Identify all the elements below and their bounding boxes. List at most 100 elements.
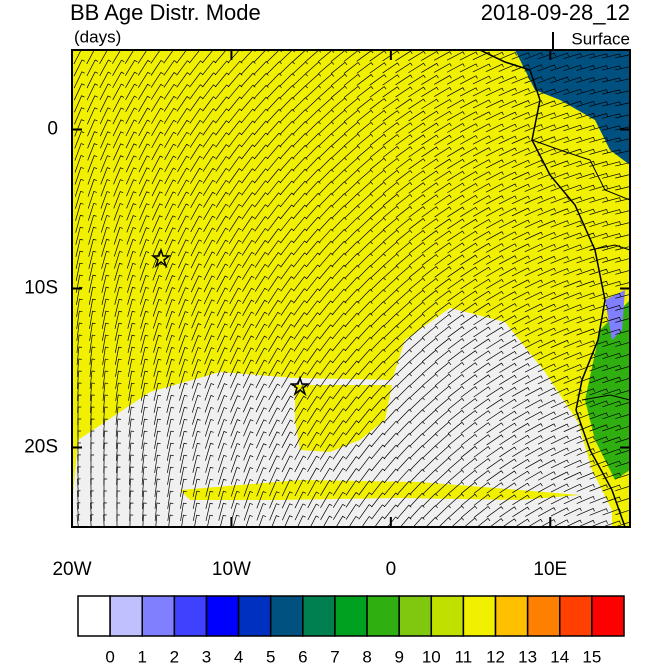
wind-barb [180, 490, 187, 509]
wind-barb [589, 352, 608, 360]
wind-barb [114, 274, 123, 293]
wind-barb [306, 336, 321, 352]
wind-barb [344, 276, 360, 291]
wind-barb [550, 507, 569, 517]
wind-barb [138, 179, 150, 197]
wind-barb [408, 206, 426, 218]
wind-barb [179, 418, 188, 437]
wind-barb [178, 370, 188, 389]
wind-barb [434, 242, 452, 254]
wind-barb [473, 374, 491, 386]
wind-barb [243, 503, 253, 521]
wind-barb [537, 220, 556, 228]
wind-barb [128, 442, 135, 461]
wind-barb [345, 408, 360, 424]
wind-barb [345, 492, 359, 508]
wind-barb [230, 383, 241, 401]
wind-barb [537, 172, 556, 180]
wind-barb [228, 156, 243, 172]
wind-barb [384, 492, 399, 508]
wind-barb [344, 241, 360, 255]
wind-barb [101, 238, 110, 257]
wind-barb [99, 83, 112, 101]
wind-barb [511, 267, 530, 277]
wind-barb [292, 156, 308, 171]
wind-barb [217, 431, 228, 449]
wind-barb [396, 301, 413, 315]
wind-barb [486, 422, 504, 434]
wind-barb [447, 469, 465, 483]
wind-barb [113, 203, 124, 221]
wind-barb [230, 419, 241, 437]
wind-barb [460, 374, 478, 386]
wind-barb [305, 133, 321, 147]
wind-barb [89, 334, 96, 353]
wind-barb [563, 52, 582, 59]
wind-barb [103, 442, 108, 462]
wind-barb [203, 275, 215, 293]
wind-barb [356, 62, 374, 74]
wind-barb [115, 418, 122, 437]
wind-barb [318, 264, 334, 280]
wind-barb [192, 502, 200, 521]
wind-barb [101, 310, 109, 329]
wind-barb [357, 372, 373, 388]
wind-barb [243, 467, 254, 485]
wind-barb [345, 456, 359, 472]
wind-barb [563, 76, 582, 84]
wind-barb [589, 161, 608, 167]
wind-barb [421, 313, 439, 326]
wind-barb [116, 454, 121, 474]
wind-barb [448, 493, 465, 507]
wind-barb [396, 289, 413, 303]
wind-barb [447, 314, 465, 326]
wind-barb [537, 507, 556, 517]
wind-barb [128, 406, 135, 425]
wind-barb [166, 418, 175, 437]
wind-barb [253, 96, 269, 111]
wind-barb [550, 268, 569, 276]
wind-barb [293, 336, 307, 352]
wind-barb [242, 371, 254, 389]
wind-barb [76, 346, 83, 365]
wind-barb [550, 244, 569, 252]
wind-barb [485, 51, 504, 61]
wind-barb [344, 181, 360, 195]
wind-barb [615, 234, 630, 239]
wind-barb [256, 479, 267, 497]
wind-barb [255, 347, 268, 365]
wind-barb [100, 214, 110, 233]
wind-barb [563, 376, 582, 384]
wind-barb [217, 383, 228, 401]
wind-barb [602, 496, 621, 504]
wind-barbs [73, 50, 630, 527]
wind-barb [589, 316, 608, 324]
wind-barb [486, 302, 504, 313]
wind-barb [126, 203, 137, 221]
wind-barb [537, 423, 556, 433]
wind-barb [177, 227, 189, 245]
wind-barb [357, 229, 373, 243]
wind-barb [140, 394, 148, 413]
wind-barb [116, 442, 121, 462]
wind-barb [563, 471, 582, 481]
wind-barb [167, 466, 174, 485]
wind-barb [537, 411, 556, 421]
wind-barb [293, 312, 307, 328]
wind-barb [88, 298, 96, 317]
wind-barb [370, 372, 386, 387]
wind-barb [281, 479, 293, 497]
wind-barb [602, 436, 621, 444]
wind-barb [383, 408, 399, 423]
wind-barb [524, 315, 543, 325]
wind-barb [563, 184, 582, 192]
wind-barb [550, 172, 569, 180]
wind-barb [344, 324, 360, 340]
wind-barb [511, 183, 530, 193]
wind-barb [254, 144, 269, 160]
wind-barb [369, 193, 387, 207]
wind-barb [215, 168, 229, 184]
wind-barb [409, 397, 425, 411]
wind-barb [115, 382, 122, 401]
wind-barb [486, 338, 504, 350]
